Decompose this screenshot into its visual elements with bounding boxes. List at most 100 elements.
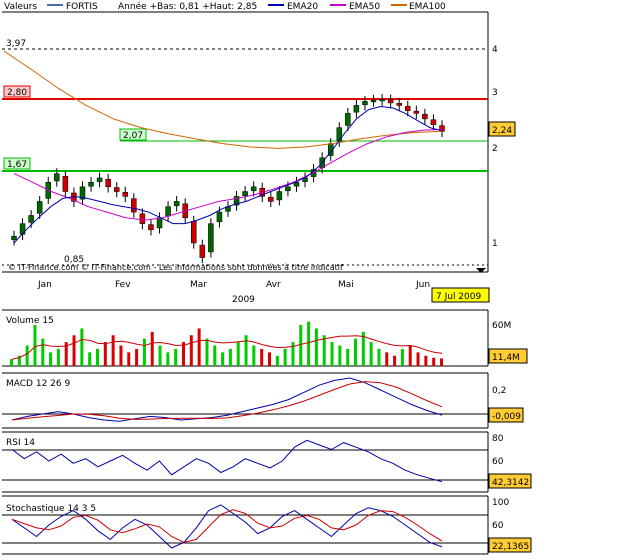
month-mar: Mar — [190, 280, 207, 290]
rsi-last-value: 42,3142 — [492, 478, 529, 488]
price-ytick-3: 3 — [492, 88, 498, 98]
candle-body — [139, 213, 146, 224]
volume-bar — [228, 348, 232, 366]
legend-ema100: EMA100 — [409, 2, 446, 12]
volume-bar — [400, 348, 404, 366]
stoch-last-value: 22,1365 — [492, 542, 529, 552]
volume-ma-line — [11, 335, 443, 360]
price-last-value: 2,24 — [492, 126, 512, 136]
month-avr: Avr — [266, 280, 281, 290]
candle-body — [345, 113, 351, 126]
price-panel: 3,97 2,80 2,07 1,67 0,85 4 3 2 1 2,24 © … — [2, 11, 516, 273]
volume-bar — [314, 328, 318, 366]
volume-bar — [174, 348, 178, 366]
stoch-title: Stochastique 14 3 5 — [6, 504, 96, 514]
candle-body — [413, 110, 420, 114]
candle-body — [54, 173, 60, 182]
level-280-box — [3, 85, 31, 98]
price-candles — [11, 93, 445, 264]
month-jun: Jun — [415, 280, 430, 290]
volume-bar — [41, 338, 45, 366]
stoch-ytick-60: 60 — [492, 521, 504, 531]
volume-bar — [283, 348, 287, 366]
volume-bar — [205, 338, 209, 366]
macd-last-badge — [488, 407, 524, 423]
candle-body — [199, 244, 206, 258]
candle-body — [173, 201, 180, 207]
volume-bars — [10, 321, 443, 366]
month-fev: Fev — [115, 280, 131, 290]
volume-bar — [197, 328, 201, 366]
ema20-line — [13, 105, 443, 244]
volume-bar — [111, 335, 115, 366]
x-axis: Jan Fev Mar Avr Mai Jun 2009 7 Jul 2009 — [37, 280, 490, 305]
volume-ytick: 60M — [492, 321, 511, 331]
volume-bar — [150, 331, 154, 366]
level-280-label: 2,80 — [7, 88, 27, 98]
volume-bar — [244, 335, 248, 366]
macd-line — [11, 377, 443, 422]
candle-body — [62, 175, 69, 192]
rsi-ytick-60: 60 — [492, 457, 504, 467]
volume-bar — [268, 352, 271, 366]
price-ytick-1: 1 — [492, 239, 498, 249]
candle-body — [362, 101, 368, 106]
month-jan: Jan — [37, 280, 52, 290]
candle-body — [19, 223, 26, 235]
date-badge-text: 7 Jul 2009 — [436, 292, 481, 302]
volume-title: Volume 15 — [6, 316, 54, 326]
candle-body — [88, 182, 94, 187]
stoch-last-badge — [488, 537, 532, 553]
volume-bar — [361, 331, 365, 366]
legend-ema20-swatch — [268, 4, 284, 6]
rsi-ytick-80: 80 — [492, 434, 504, 444]
candle-body — [422, 113, 428, 120]
candle-body — [276, 191, 283, 201]
low-085-label: 0,85 — [64, 255, 84, 265]
candle-body — [79, 186, 86, 200]
ema50-line — [13, 129, 443, 221]
legend-annee: Année +Bas: 0,81 +Haut: 2,85 — [118, 1, 257, 12]
volume-bar — [346, 348, 350, 366]
scroll-down-arrow-icon[interactable] — [476, 268, 486, 273]
volume-bar — [56, 348, 60, 366]
candle-body — [405, 105, 411, 111]
volume-bar — [166, 352, 170, 366]
macd-title: MACD 12 26 9 — [6, 379, 70, 389]
volume-bar — [88, 352, 92, 366]
volume-bar — [119, 345, 123, 366]
stoch-k-line — [11, 504, 443, 549]
volume-bar — [182, 342, 185, 366]
volume-bar — [213, 345, 217, 366]
legend: Valeurs FORTIS Année +Bas: 0,81 +Haut: 2… — [4, 1, 446, 12]
rsi-title: RSI 14 — [6, 438, 35, 448]
price-ytick-2: 2 — [492, 144, 498, 154]
volume-bar — [275, 355, 279, 366]
stoch-d-line — [11, 509, 443, 543]
stoch-panel: Stochastique 14 3 5 100 60 22,1365 — [2, 495, 532, 555]
candle-body — [11, 235, 17, 241]
candle-body — [105, 178, 111, 188]
rsi-line — [11, 439, 443, 483]
legend-ema20: EMA20 — [287, 2, 318, 12]
volume-bar — [127, 352, 131, 366]
legend-valeurs: Valeurs — [4, 2, 37, 12]
volume-bar — [25, 345, 29, 366]
volume-bar — [354, 338, 357, 366]
rsi-last-badge — [488, 473, 532, 489]
candle-body — [156, 217, 163, 229]
volume-bar — [80, 328, 84, 366]
candle-body — [387, 99, 394, 104]
volume-bar — [385, 352, 389, 366]
volume-bar — [72, 335, 76, 366]
price-last-badge — [488, 121, 516, 137]
volume-last-badge — [488, 348, 528, 364]
candle-body — [36, 201, 43, 214]
candle-body — [336, 127, 343, 142]
volume-bar — [49, 352, 53, 366]
legend-fortis: FORTIS — [66, 2, 98, 12]
candle-body — [122, 192, 129, 197]
volume-bar — [221, 352, 225, 366]
volume-bar — [338, 345, 342, 366]
candle-body — [191, 221, 197, 244]
